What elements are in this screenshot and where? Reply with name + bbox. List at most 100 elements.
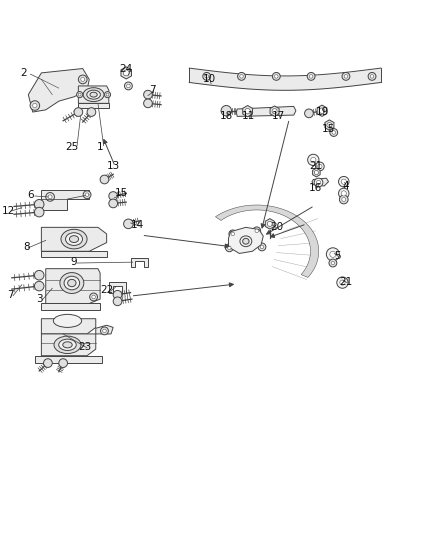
Text: 24: 24 xyxy=(120,63,133,74)
Circle shape xyxy=(240,75,243,78)
Text: 7: 7 xyxy=(7,290,14,300)
Text: 9: 9 xyxy=(71,257,78,267)
Text: 18: 18 xyxy=(220,111,233,122)
Ellipse shape xyxy=(63,342,72,348)
Text: 17: 17 xyxy=(272,111,285,122)
Circle shape xyxy=(255,229,258,232)
Text: 3: 3 xyxy=(36,294,42,304)
Text: 14: 14 xyxy=(131,220,144,230)
Polygon shape xyxy=(78,86,109,103)
Circle shape xyxy=(341,191,346,196)
Ellipse shape xyxy=(70,236,78,243)
Ellipse shape xyxy=(61,229,87,249)
Ellipse shape xyxy=(237,233,255,249)
Circle shape xyxy=(231,232,235,236)
Text: 25: 25 xyxy=(65,142,78,152)
Circle shape xyxy=(228,246,231,249)
Polygon shape xyxy=(78,103,109,108)
Polygon shape xyxy=(265,219,274,229)
Circle shape xyxy=(43,359,52,367)
Text: 12: 12 xyxy=(2,206,15,216)
Circle shape xyxy=(205,75,208,78)
Polygon shape xyxy=(46,269,100,303)
Circle shape xyxy=(339,176,349,187)
Circle shape xyxy=(341,179,346,184)
Polygon shape xyxy=(121,67,131,79)
Polygon shape xyxy=(312,178,328,186)
Circle shape xyxy=(342,72,350,80)
Polygon shape xyxy=(270,106,279,116)
Text: 7: 7 xyxy=(149,85,155,95)
Circle shape xyxy=(102,329,106,333)
Text: 16: 16 xyxy=(309,183,322,193)
Ellipse shape xyxy=(53,314,81,327)
Circle shape xyxy=(245,108,251,114)
Circle shape xyxy=(100,175,109,184)
Circle shape xyxy=(237,72,245,80)
Circle shape xyxy=(35,207,44,217)
Circle shape xyxy=(329,259,337,267)
Circle shape xyxy=(92,295,95,298)
Polygon shape xyxy=(28,69,89,112)
Polygon shape xyxy=(243,106,253,117)
Circle shape xyxy=(331,261,335,265)
Circle shape xyxy=(253,227,261,235)
Circle shape xyxy=(307,154,319,166)
Circle shape xyxy=(78,93,81,96)
Circle shape xyxy=(30,101,40,110)
Circle shape xyxy=(326,248,339,261)
Circle shape xyxy=(127,84,130,88)
Circle shape xyxy=(46,192,54,201)
Circle shape xyxy=(90,293,98,301)
Text: 6: 6 xyxy=(27,190,34,200)
Circle shape xyxy=(267,221,272,227)
Circle shape xyxy=(203,72,211,80)
Circle shape xyxy=(35,270,44,280)
Circle shape xyxy=(35,199,44,209)
Circle shape xyxy=(309,75,313,78)
Circle shape xyxy=(339,188,349,199)
Circle shape xyxy=(78,75,87,84)
Circle shape xyxy=(59,359,67,367)
Polygon shape xyxy=(215,205,319,277)
Circle shape xyxy=(124,70,129,76)
Circle shape xyxy=(318,164,322,168)
Circle shape xyxy=(314,178,323,187)
Text: 11: 11 xyxy=(241,111,254,122)
Text: 2: 2 xyxy=(21,68,27,78)
Circle shape xyxy=(144,99,152,108)
Circle shape xyxy=(105,92,110,98)
Text: 21: 21 xyxy=(309,161,322,172)
Ellipse shape xyxy=(243,238,249,244)
Ellipse shape xyxy=(64,276,80,290)
Polygon shape xyxy=(325,120,334,131)
Polygon shape xyxy=(41,319,96,334)
Text: 19: 19 xyxy=(315,107,328,117)
Circle shape xyxy=(316,180,321,185)
Text: 15: 15 xyxy=(322,124,335,134)
Polygon shape xyxy=(229,228,263,254)
Ellipse shape xyxy=(83,88,104,102)
Circle shape xyxy=(327,123,332,127)
Circle shape xyxy=(258,243,266,251)
Circle shape xyxy=(124,82,132,90)
Text: 13: 13 xyxy=(106,161,120,172)
Polygon shape xyxy=(41,334,96,356)
Polygon shape xyxy=(96,325,113,334)
Circle shape xyxy=(74,108,83,116)
Circle shape xyxy=(315,162,324,171)
Polygon shape xyxy=(313,168,320,177)
Circle shape xyxy=(272,72,280,80)
Polygon shape xyxy=(41,190,89,210)
Circle shape xyxy=(272,109,277,114)
Circle shape xyxy=(113,290,122,299)
Circle shape xyxy=(304,109,313,118)
Ellipse shape xyxy=(90,92,97,97)
Circle shape xyxy=(106,93,109,96)
Polygon shape xyxy=(41,228,106,251)
Polygon shape xyxy=(109,282,126,293)
Circle shape xyxy=(344,75,348,78)
Text: 1: 1 xyxy=(97,142,103,152)
Polygon shape xyxy=(131,258,148,268)
Circle shape xyxy=(275,75,278,78)
